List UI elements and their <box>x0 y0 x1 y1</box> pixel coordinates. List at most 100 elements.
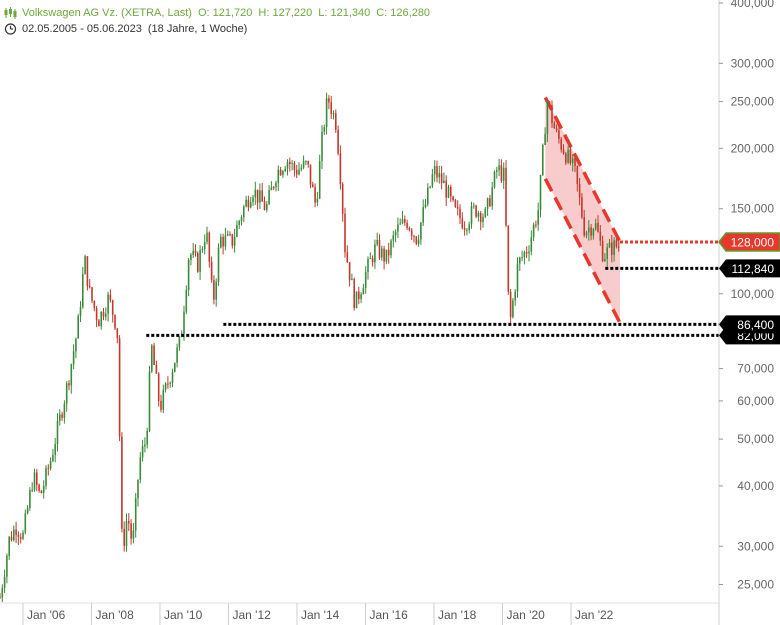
y-tick-label: 400,000 <box>731 0 775 10</box>
candle-body <box>309 164 312 185</box>
candle-body <box>505 167 507 226</box>
candle-body <box>314 187 316 203</box>
candle-body <box>15 529 17 535</box>
candle-body <box>431 174 434 187</box>
y-tick-label: 70,000 <box>737 362 774 376</box>
candle-body <box>578 183 581 198</box>
candle-body <box>512 300 514 318</box>
candle-body <box>259 190 261 203</box>
channel-upper-line <box>543 96 622 243</box>
candle-body <box>38 484 40 491</box>
candle-body <box>82 274 84 307</box>
candle-body <box>500 165 503 181</box>
candle-body <box>613 240 615 255</box>
candle-body <box>348 262 351 281</box>
candle-body <box>417 239 420 244</box>
candle-body <box>330 102 332 115</box>
candle-body <box>220 236 222 248</box>
candle-body <box>72 351 75 365</box>
high-value: H: 127,220 <box>258 7 313 19</box>
candle-body <box>617 246 620 248</box>
candle-body <box>275 182 277 188</box>
candle-body <box>353 279 355 309</box>
candle-body <box>295 169 298 175</box>
y-tick-label: 40,000 <box>737 479 774 493</box>
support-label: 86,400 <box>719 315 780 334</box>
candle-body <box>130 523 132 539</box>
candle-body <box>332 113 335 115</box>
candle-body <box>93 300 96 309</box>
y-tick-label: 300,000 <box>731 56 775 70</box>
candle-body <box>369 258 372 260</box>
candle-body <box>70 364 73 386</box>
candle-body <box>555 128 558 131</box>
candle-body <box>615 240 618 247</box>
candle-body <box>606 247 608 259</box>
candle-body <box>272 186 275 188</box>
candle-body <box>521 257 523 259</box>
candle-body <box>358 291 360 300</box>
candle-body <box>19 536 22 539</box>
candle-body <box>539 174 542 211</box>
candle-body <box>316 198 319 203</box>
candle-body <box>387 249 390 256</box>
candle-body <box>532 224 535 238</box>
candle-body <box>608 242 611 248</box>
candle-body <box>77 316 79 339</box>
level-label-text: 128,000 <box>731 235 775 249</box>
candle-body <box>351 279 353 281</box>
candle-body <box>291 163 293 165</box>
candle-body <box>341 184 344 214</box>
candle-body <box>222 236 224 247</box>
candle-body <box>445 180 447 198</box>
candle-body <box>507 225 510 292</box>
candle-body <box>413 235 415 237</box>
candle-body <box>238 221 240 226</box>
candle-body <box>459 208 461 219</box>
candle-body <box>604 258 606 262</box>
candle-body <box>544 133 546 145</box>
candle-body <box>410 230 413 236</box>
candle-body <box>479 212 482 223</box>
candle-body <box>284 168 286 172</box>
candle-body <box>436 166 438 178</box>
candle-body <box>125 521 128 546</box>
candle-body <box>33 472 36 490</box>
candle-body <box>59 414 61 421</box>
candle-body <box>597 222 599 232</box>
candle-body <box>560 138 562 150</box>
candle-body <box>160 400 162 410</box>
candle-body <box>390 240 392 256</box>
candle-body <box>588 227 590 233</box>
candle-body <box>116 328 119 339</box>
candle-body <box>362 287 365 295</box>
candle-body <box>52 454 54 462</box>
candle-body <box>289 161 291 164</box>
candle-body <box>424 204 427 208</box>
candle-body <box>164 383 167 390</box>
candle-body <box>245 199 247 207</box>
chart-candles-icon <box>4 7 17 19</box>
candle-body <box>36 472 38 485</box>
candle-body <box>282 171 284 176</box>
candle-body <box>249 202 252 208</box>
candle-body <box>270 186 273 191</box>
candle-body <box>45 467 47 486</box>
candle-body <box>565 153 567 163</box>
y-tick-label: 25,000 <box>737 578 774 592</box>
candle-body <box>3 576 6 588</box>
candle-body <box>601 240 604 262</box>
candle-body <box>420 222 422 240</box>
candle-body <box>542 144 544 175</box>
candle-body <box>26 507 29 514</box>
candle-body <box>300 167 303 170</box>
candle-body <box>144 444 146 447</box>
candle-body <box>321 131 323 162</box>
candle-body <box>153 345 155 365</box>
x-tick-label: Jan '12 <box>232 608 271 622</box>
period-line: 02.05.2005 - 05.06.2023 (18 Jahre, 1 Woc… <box>4 21 436 37</box>
x-tick-label: Jan '08 <box>95 608 134 622</box>
candle-body <box>56 420 59 445</box>
candle-body <box>151 345 153 372</box>
